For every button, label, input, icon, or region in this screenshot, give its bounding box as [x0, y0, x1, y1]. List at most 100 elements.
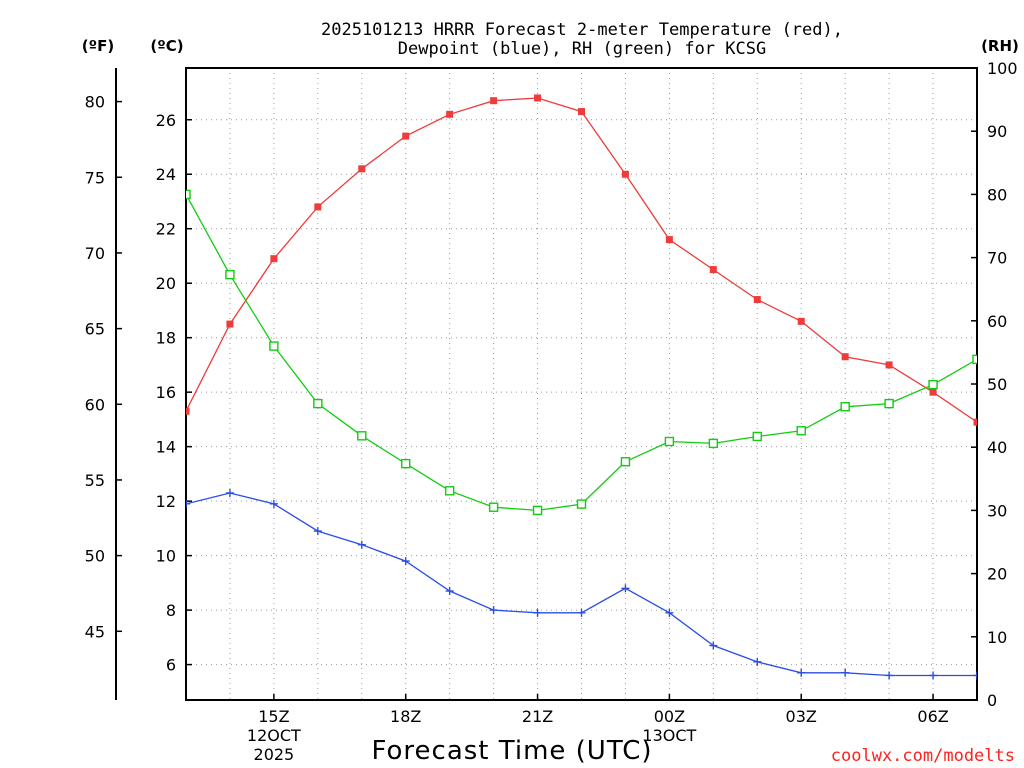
- rh-tick-label: 0: [987, 691, 997, 710]
- x-tick-label: 12OCT: [247, 726, 301, 745]
- temperature-point: [402, 132, 410, 140]
- rh-tick-label: 80: [987, 185, 1007, 204]
- x-tick-label: 18Z: [390, 707, 421, 726]
- rh-point: [928, 379, 938, 390]
- gridlines: [186, 68, 977, 700]
- dewpoint-point: [533, 608, 542, 617]
- dewpoint-point: [753, 657, 762, 666]
- rh-series: [186, 189, 977, 516]
- credit-text: coolwx.com/modelts: [831, 746, 1015, 766]
- rh-point: [884, 398, 894, 409]
- fahrenheit-tick-label: 50: [85, 547, 105, 566]
- dewpoint-point: [841, 668, 850, 677]
- dewpoint-point: [929, 671, 938, 680]
- rh-point: [796, 426, 806, 436]
- rh-point: [488, 502, 499, 512]
- dewpoint-point: [445, 587, 454, 596]
- temperature-point: [578, 108, 585, 116]
- rh-tick-label: 70: [987, 249, 1007, 268]
- temperature-point: [973, 418, 977, 426]
- fahrenheit-tick-label: 70: [85, 244, 105, 263]
- series-layer: [186, 94, 977, 680]
- x-tick-label: 13OCT: [642, 726, 696, 745]
- celsius-tick-label: 12: [156, 492, 176, 511]
- chart-title-line1: 2025101213 HRRR Forecast 2-meter Tempera…: [321, 20, 843, 40]
- celsius-tick-label: 8: [166, 601, 176, 620]
- temperature-point: [534, 94, 542, 102]
- celsius-tick-label: 26: [156, 111, 176, 130]
- rh-unit-label: (RH): [981, 37, 1019, 55]
- dewpoint-point: [885, 671, 894, 680]
- dewpoint-point: [401, 557, 410, 566]
- x-tick-label: 21Z: [522, 707, 553, 726]
- fahrenheit-tick-label: 65: [85, 320, 105, 339]
- dewpoint-point: [797, 668, 806, 677]
- temperature-point: [841, 353, 849, 361]
- rh-point: [357, 431, 367, 441]
- dewpoint-point: [313, 527, 322, 536]
- rh-point: [532, 505, 543, 516]
- fahrenheit-tick-label: 55: [85, 471, 105, 490]
- x-tick-label: 15Z: [258, 707, 289, 726]
- chart-title-line2: Dewpoint (blue), RH (green) for KCSG: [398, 39, 766, 59]
- dewpoint-point: [186, 499, 190, 508]
- rh-point: [576, 499, 587, 509]
- rh-tick-label: 50: [987, 375, 1007, 394]
- temperature-point: [358, 165, 366, 173]
- dewpoint-point: [621, 584, 630, 593]
- celsius-tick-label: 18: [156, 329, 176, 348]
- celsius-tick-label: 10: [156, 547, 176, 566]
- celsius-tick-label: 16: [156, 383, 176, 402]
- celsius-unit-label: (ºC): [150, 37, 183, 55]
- x-tick-label: 06Z: [917, 707, 948, 726]
- rh-point: [664, 436, 675, 447]
- temperature-point: [270, 255, 278, 263]
- temperature-point: [621, 170, 629, 178]
- rh-point: [186, 189, 191, 200]
- dewpoint-point: [973, 671, 977, 680]
- rh-point: [752, 431, 762, 442]
- x-tick-label: 03Z: [786, 707, 817, 726]
- x-axis-label: Forecast Time (UTC): [371, 736, 652, 766]
- axes: 45 50 55 60 65 70 75 80 6 8 10 12 14 16 18 20 22 24 26 0 10 2…: [85, 59, 1018, 764]
- temperature-point: [885, 361, 893, 369]
- rh-point: [444, 486, 455, 496]
- rh-point: [269, 341, 279, 351]
- celsius-tick-label: 6: [166, 656, 176, 675]
- celsius-tick-label: 14: [156, 438, 176, 457]
- fahrenheit-unit-label: (ºF): [82, 37, 114, 55]
- rh-point: [401, 458, 411, 469]
- temperature-point: [446, 110, 454, 118]
- dewpoint-point: [357, 540, 366, 549]
- fahrenheit-tick-label: 80: [85, 93, 105, 112]
- temperature-series: [186, 94, 977, 426]
- celsius-tick-label: 24: [156, 165, 176, 184]
- x-tick-label: 00Z: [654, 707, 685, 726]
- rh-tick-label: 20: [987, 565, 1007, 584]
- temperature-point: [490, 97, 498, 105]
- temperature-point: [929, 388, 937, 396]
- dewpoint-point: [225, 488, 234, 497]
- dewpoint-point: [709, 641, 718, 650]
- x-tick-label: 2025: [254, 745, 295, 764]
- rh-tick-label: 40: [987, 438, 1007, 457]
- temperature-point: [753, 296, 761, 304]
- fahrenheit-tick-label: 45: [85, 622, 105, 641]
- rh-point: [708, 438, 719, 449]
- temperature-point: [797, 317, 805, 325]
- rh-tick-label: 30: [987, 501, 1007, 520]
- dewpoint-point: [577, 608, 586, 617]
- temperature-point: [226, 320, 234, 328]
- rh-point: [840, 402, 850, 412]
- celsius-tick-label: 22: [156, 220, 176, 239]
- fahrenheit-tick-label: 75: [85, 168, 105, 187]
- temperature-point: [665, 236, 673, 244]
- rh-point: [620, 457, 631, 467]
- rh-tick-label: 90: [987, 122, 1007, 141]
- rh-point: [972, 354, 977, 365]
- dewpoint-point: [665, 608, 674, 617]
- dewpoint-point: [489, 606, 498, 615]
- dewpoint-point: [269, 499, 278, 508]
- temperature-point: [709, 266, 717, 274]
